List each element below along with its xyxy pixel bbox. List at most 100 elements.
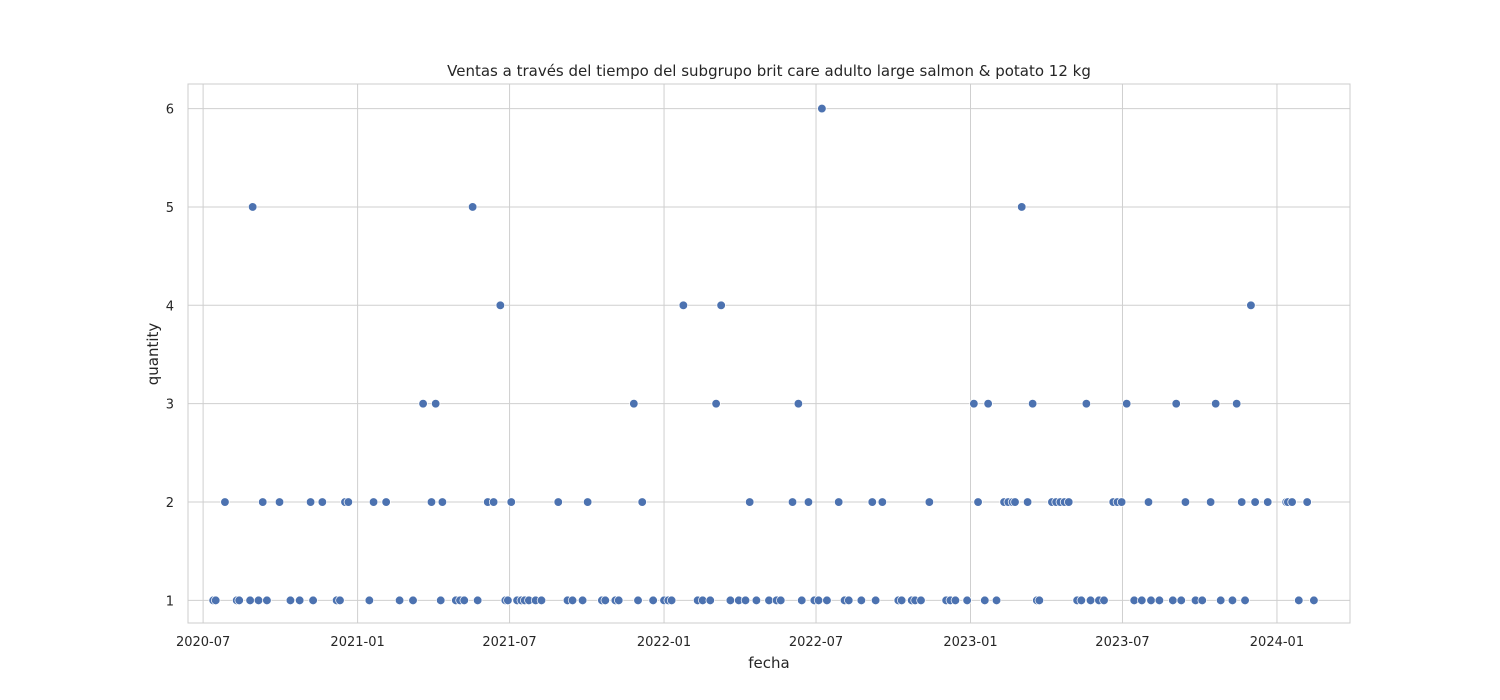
data-point [408, 595, 418, 606]
data-point [1143, 497, 1154, 507]
data-point [553, 497, 563, 507]
x-tick-label: 2024-01 [1250, 635, 1304, 650]
data-point [305, 497, 316, 507]
data-point [614, 595, 624, 606]
data-point [637, 497, 647, 507]
data-point [1302, 497, 1312, 507]
data-point [1081, 399, 1092, 409]
data-point [1227, 595, 1238, 606]
data-point [1027, 399, 1038, 409]
data-point [1022, 497, 1033, 507]
data-point [716, 300, 726, 310]
data-point [950, 595, 961, 606]
data-point [343, 497, 354, 507]
data-point [436, 595, 446, 606]
x-tick-label: 2021-01 [330, 635, 384, 650]
data-point [394, 595, 405, 606]
data-point [600, 595, 610, 606]
data-point [870, 595, 881, 606]
data-point [473, 595, 483, 606]
data-point [274, 497, 285, 507]
data-point [1294, 595, 1304, 606]
data-point [582, 497, 593, 507]
data-point [503, 595, 513, 606]
data-point [467, 202, 478, 212]
data-point [1263, 497, 1273, 507]
data-point [962, 595, 972, 606]
data-point [1137, 595, 1147, 606]
data-point [368, 497, 379, 507]
data-point [1017, 202, 1027, 212]
data-point [844, 595, 854, 606]
data-point [1168, 595, 1178, 606]
data-point [924, 497, 935, 507]
x-tick-label: 2023-01 [943, 635, 997, 650]
data-point [211, 595, 221, 606]
data-point [220, 497, 230, 507]
data-point [751, 595, 762, 606]
y-tick-label: 1 [166, 594, 174, 609]
data-point [776, 595, 786, 606]
data-point [1076, 595, 1086, 606]
data-point [247, 202, 258, 212]
data-point [705, 595, 715, 606]
data-point [856, 595, 867, 606]
data-point [817, 103, 827, 114]
x-tick-label: 2022-01 [637, 635, 691, 650]
data-point [897, 595, 907, 606]
data-point [1237, 497, 1247, 507]
data-point [633, 595, 643, 606]
data-point [980, 595, 990, 606]
data-point [1250, 497, 1260, 507]
data-point [969, 399, 979, 409]
data-point [495, 300, 505, 310]
data-point [834, 497, 844, 507]
data-point [1176, 595, 1186, 606]
data-point [797, 595, 807, 606]
data-point [488, 497, 499, 507]
data-point [793, 399, 804, 409]
data-point [1099, 595, 1109, 606]
data-point [1205, 497, 1216, 507]
x-tick-label: 2020-07 [176, 635, 230, 650]
x-tick-label: 2021-07 [482, 635, 536, 650]
data-point [648, 595, 658, 606]
data-point [1180, 497, 1191, 507]
data-point [1064, 497, 1074, 507]
data-point [431, 399, 441, 409]
data-point [1116, 497, 1127, 507]
data-point [258, 497, 268, 507]
data-point [1287, 497, 1297, 507]
data-point [803, 497, 814, 507]
data-point [245, 595, 255, 606]
data-point [567, 595, 578, 606]
data-point [262, 595, 272, 606]
data-point [740, 595, 751, 606]
data-point [877, 497, 887, 507]
data-point [983, 399, 993, 409]
data-point [666, 595, 677, 606]
data-point [973, 497, 983, 507]
x-tick-label: 2022-07 [789, 635, 843, 650]
data-point [506, 497, 516, 507]
data-point [335, 595, 345, 606]
data-point [678, 300, 689, 310]
x-axis-label: fecha [748, 654, 789, 672]
data-point [1171, 399, 1181, 409]
data-point [1146, 595, 1156, 606]
data-point [867, 497, 877, 507]
x-tick-labels: 2020-07 2021-01 2021-07 2022-01 2022-07 2023-… [176, 635, 1304, 650]
data-point [317, 497, 327, 507]
data-point [1309, 595, 1319, 606]
data-point [1085, 595, 1096, 606]
data-point [364, 595, 375, 606]
grid-lines [188, 84, 1350, 623]
chart-title: Ventas a través del tiempo del subgrupo … [447, 62, 1091, 80]
data-point [459, 595, 469, 606]
data-point [1232, 399, 1242, 409]
y-tick-label: 5 [166, 201, 174, 216]
data-point [725, 595, 736, 606]
data-point [1211, 399, 1221, 409]
data-point [711, 399, 721, 409]
